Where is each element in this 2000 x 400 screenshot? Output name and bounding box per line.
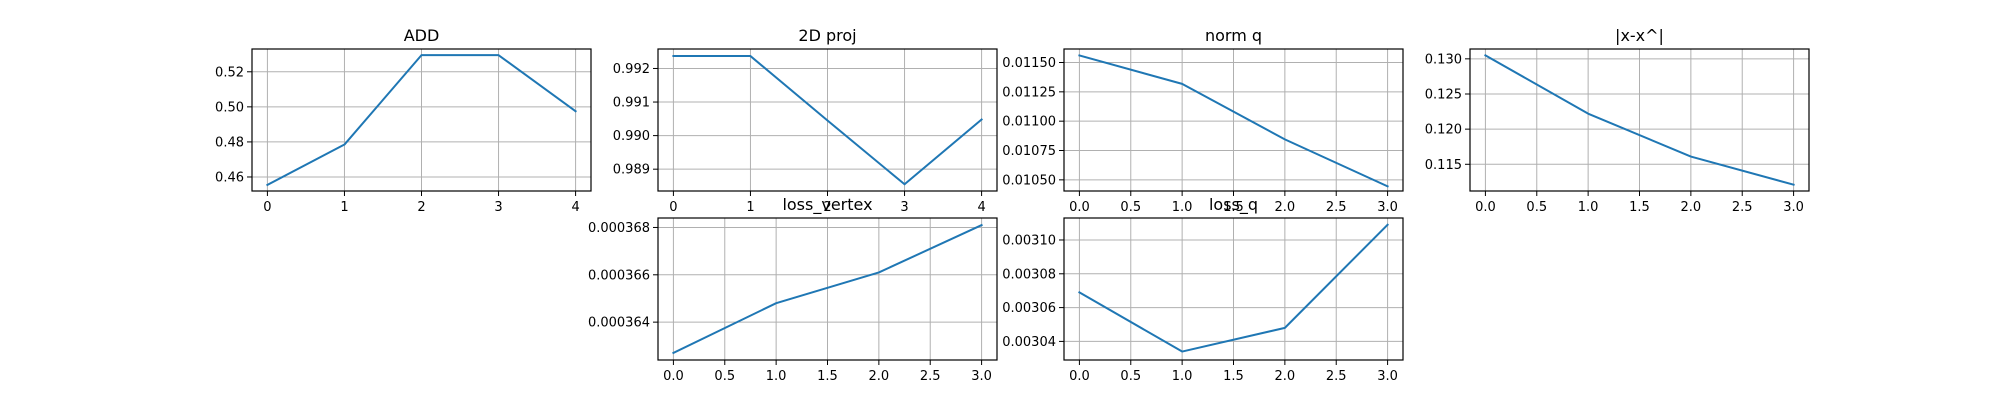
x-tick-label: 1.0 [1172, 200, 1193, 215]
subplot-0: 0 1 2 3 4 0.46 0.48 0.50 0.52 ADD [215, 26, 592, 215]
x-tick-label: 3.0 [1783, 200, 1804, 215]
x-tick-label: 1.0 [1172, 369, 1193, 384]
x-tick-label: 3 [900, 200, 908, 215]
x-tick-label: 1.5 [1629, 200, 1650, 215]
y-tick-label: 0.01125 [1002, 85, 1056, 100]
y-tick-label: 0.52 [215, 65, 244, 80]
x-tick-label: 2.0 [1275, 369, 1296, 384]
y-tick-label: 0.01150 [1002, 56, 1056, 71]
x-tick-label: 0.5 [714, 369, 735, 384]
series-line-0 [1484, 53, 1795, 186]
y-tick-label: 0.01050 [1002, 173, 1056, 188]
y-tick-label: 0.120 [1425, 123, 1462, 138]
series-line-0 [672, 223, 983, 355]
y-tick-label: 0.115 [1425, 158, 1462, 173]
series-line-0 [1078, 54, 1389, 188]
subplot-5: 0.0 0.5 1.0 1.5 2.0 2.5 3.0 0.00304 0.00306 0.003… [1002, 195, 1404, 384]
y-tick-label: 0.00310 [1002, 233, 1056, 248]
series-line-0 [1078, 223, 1390, 353]
x-tick-label: 0.5 [1120, 200, 1141, 215]
y-tick-label: 0.990 [613, 129, 650, 144]
x-tick-label: 2 [417, 200, 425, 215]
y-tick-label: 0.991 [613, 96, 650, 111]
y-tick-label: 0.46 [215, 170, 244, 185]
y-tick-label: 0.000364 [588, 316, 650, 331]
y-tick-label: 0.989 [613, 163, 650, 178]
chart-title: norm q [1205, 26, 1262, 45]
x-tick-label: 3 [494, 200, 502, 215]
y-tick-label: 0.130 [1425, 52, 1462, 67]
x-tick-label: 0.0 [1069, 200, 1090, 215]
x-tick-label: 1.5 [1223, 369, 1244, 384]
x-tick-label: 0 [263, 200, 271, 215]
x-tick-label: 0.5 [1120, 369, 1141, 384]
subplot-2: 0.0 0.5 1.0 1.5 2.0 2.5 3.0 0.01050 0.01075 0.011… [1002, 26, 1404, 215]
x-tick-label: 1 [340, 200, 348, 215]
chart-title: loss_vertex [782, 195, 872, 215]
x-tick-label: 0.0 [1475, 200, 1496, 215]
chart-title: |x-x^| [1615, 26, 1664, 45]
x-tick-label: 2 [823, 200, 831, 215]
x-tick-label: 1.5 [1223, 200, 1244, 215]
x-tick-label: 2.0 [1275, 200, 1296, 215]
x-tick-label: 2.5 [1326, 200, 1347, 215]
x-tick-label: 0.0 [1069, 369, 1090, 384]
y-tick-label: 0.00306 [1002, 301, 1056, 316]
x-tick-label: 4 [977, 200, 985, 215]
x-tick-label: 2.5 [920, 369, 941, 384]
y-tick-label: 0.000366 [588, 268, 650, 283]
y-tick-label: 0.01100 [1002, 115, 1056, 130]
x-tick-label: 2.0 [869, 369, 890, 384]
x-tick-label: 0 [669, 200, 677, 215]
x-tick-label: 3.0 [1377, 200, 1398, 215]
chart-title: loss_q [1209, 195, 1258, 215]
x-tick-label: 1.5 [817, 369, 838, 384]
y-tick-label: 0.48 [215, 135, 244, 150]
y-tick-label: 0.50 [215, 100, 244, 115]
x-tick-label: 2.0 [1681, 200, 1702, 215]
y-tick-label: 0.00308 [1002, 267, 1056, 282]
chart-title: ADD [404, 26, 440, 45]
y-tick-label: 0.00304 [1002, 335, 1056, 350]
x-tick-label: 2.5 [1326, 369, 1347, 384]
y-tick-label: 0.01075 [1002, 144, 1056, 159]
x-tick-label: 4 [571, 200, 579, 215]
x-tick-label: 3.0 [1377, 369, 1398, 384]
y-tick-label: 0.125 [1425, 87, 1462, 102]
subplot-4: 0.0 0.5 1.0 1.5 2.0 2.5 3.0 0.000364 0.000366 0.0… [588, 195, 998, 384]
x-tick-label: 0.5 [1526, 200, 1547, 215]
x-tick-label: 0.0 [663, 369, 684, 384]
x-tick-label: 2.5 [1732, 200, 1753, 215]
y-tick-label: 0.992 [613, 62, 650, 77]
x-tick-label: 3.0 [971, 369, 992, 384]
x-tick-label: 1.0 [1578, 200, 1599, 215]
x-tick-label: 1.0 [766, 369, 787, 384]
chart-title: 2D proj [798, 26, 856, 45]
x-tick-label: 1 [746, 200, 754, 215]
subplot-3: 0.0 0.5 1.0 1.5 2.0 2.5 3.0 0.115 0.120 0.125 0.13… [1425, 26, 1810, 215]
y-tick-label: 0.000368 [588, 221, 650, 236]
subplot-1: 0 1 2 3 4 0.989 0.990 0.991 0.992 2D proj [613, 26, 998, 215]
